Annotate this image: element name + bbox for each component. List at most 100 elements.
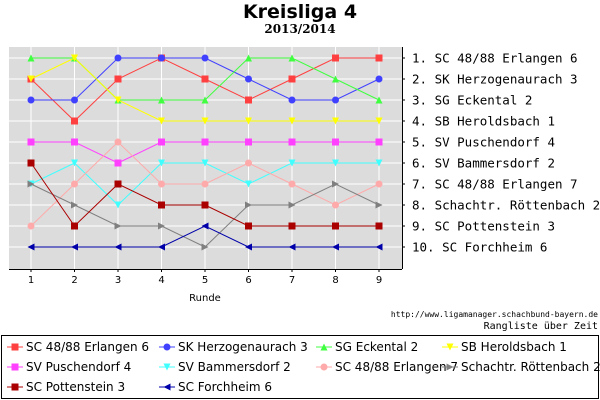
data-point — [158, 54, 165, 62]
x-tick-label: 5 — [202, 275, 208, 286]
legend-swatch — [442, 363, 458, 371]
legend-label: SC 48/88 Erlangen 7 — [335, 360, 459, 374]
legend-marker — [163, 363, 171, 371]
data-point — [114, 222, 122, 230]
chart-caption: Rangliste über Zeit — [483, 321, 598, 332]
x-tick-label: 8 — [332, 275, 338, 286]
data-point — [375, 201, 383, 209]
data-point — [27, 159, 35, 167]
data-point — [375, 75, 383, 83]
series-layer — [27, 54, 383, 251]
rank-label: 8. Schachtr. Röttenbach 2 — [412, 198, 600, 213]
data-point — [71, 222, 78, 230]
data-point — [27, 96, 35, 104]
legend-item: SG Eckental 2 — [316, 340, 418, 354]
data-point — [71, 96, 78, 104]
legend-marker — [163, 343, 171, 351]
axes: 1 2 3 4 5 6 7 8 9 — [9, 47, 405, 286]
series — [27, 54, 383, 104]
legend-swatch — [7, 383, 23, 391]
series — [27, 159, 383, 230]
data-point — [114, 54, 122, 62]
data-point — [27, 75, 35, 83]
data-point — [114, 180, 122, 188]
data-point — [245, 96, 252, 104]
data-point — [332, 117, 339, 125]
data-point — [288, 117, 296, 125]
legend-label: Schachtr. Röttenbach 2 — [461, 360, 600, 374]
data-point — [158, 243, 165, 251]
legend-marker — [11, 363, 19, 371]
data-point — [71, 54, 78, 62]
data-point — [332, 159, 339, 167]
data-point — [375, 117, 383, 125]
rank-label: 1. SC 48/88 Erlangen 6 — [412, 51, 578, 66]
data-point — [245, 201, 252, 209]
source-url: http://www.ligamanager.schachbund-bayern… — [390, 310, 598, 319]
data-point — [375, 159, 383, 167]
legend-swatch — [7, 363, 23, 371]
rank-label: 7. SC 48/88 Erlangen 7 — [412, 177, 578, 192]
legend-marker — [163, 383, 171, 391]
legend-label: SV Puschendorf 4 — [26, 360, 132, 374]
data-point — [288, 243, 296, 251]
data-point — [158, 180, 165, 188]
legend-swatch — [159, 363, 175, 371]
data-point — [114, 138, 122, 146]
rank-label: 3. SG Eckental 2 — [412, 93, 532, 108]
data-point — [332, 138, 339, 146]
rank-label: 10. SC Forchheim 6 — [412, 240, 547, 255]
legend-item: SC 48/88 Erlangen 7 — [316, 360, 458, 374]
data-point — [71, 243, 78, 251]
data-point — [288, 75, 296, 83]
data-point — [114, 159, 122, 167]
legend-label: SV Bammersdorf 2 — [178, 360, 291, 374]
data-point — [27, 222, 35, 230]
legend-item: Schachtr. Röttenbach 2 — [442, 360, 600, 374]
legend-label: SC 48/88 Erlangen 6 — [26, 340, 150, 354]
data-point — [27, 180, 35, 188]
data-point — [114, 201, 122, 209]
x-tick-label: 7 — [289, 275, 295, 286]
legend-item: SC Pottenstein 3 — [7, 380, 125, 394]
chart-title: Kreisliga 4 — [242, 1, 358, 23]
data-point — [332, 222, 339, 230]
rank-label: 5. SV Puschendorf 4 — [412, 135, 555, 150]
data-point — [332, 243, 339, 251]
data-point — [245, 54, 252, 62]
data-point — [332, 201, 339, 209]
data-point — [288, 222, 296, 230]
legend-swatch — [7, 343, 23, 351]
rank-label: 2. SK Herzogenaurach 3 — [412, 72, 578, 87]
data-point — [332, 75, 339, 83]
data-point — [375, 243, 383, 251]
legend-swatch — [316, 363, 332, 371]
data-point — [288, 201, 296, 209]
chart-subtitle: 2013/2014 — [264, 22, 336, 36]
legend-marker — [320, 363, 328, 371]
data-point — [201, 243, 209, 251]
data-point — [245, 117, 252, 125]
data-point — [71, 180, 78, 188]
data-point — [201, 138, 209, 146]
x-tick-label: 6 — [245, 275, 251, 286]
data-point — [332, 54, 339, 62]
legend-marker — [11, 383, 19, 391]
data-point — [245, 75, 252, 83]
data-point — [71, 117, 78, 125]
legend-swatch — [159, 383, 175, 391]
data-point — [288, 180, 296, 188]
rank-chart: 1 2 3 4 5 6 7 8 9 1. SC 48/88 Erlangen 6 2. SK He… — [9, 47, 600, 304]
data-point — [158, 222, 165, 230]
series — [27, 222, 383, 251]
legend-label: SK Herzogenaurach 3 — [178, 340, 308, 354]
data-point — [332, 180, 339, 188]
legend-marker — [446, 363, 454, 371]
rank-label: 9. SC Pottenstein 3 — [412, 219, 555, 234]
legend-swatch — [159, 343, 175, 351]
data-point — [332, 96, 339, 104]
legend-label: SC Forchheim 6 — [178, 380, 272, 394]
data-point — [71, 138, 78, 146]
data-point — [288, 96, 296, 104]
data-point — [245, 243, 252, 251]
